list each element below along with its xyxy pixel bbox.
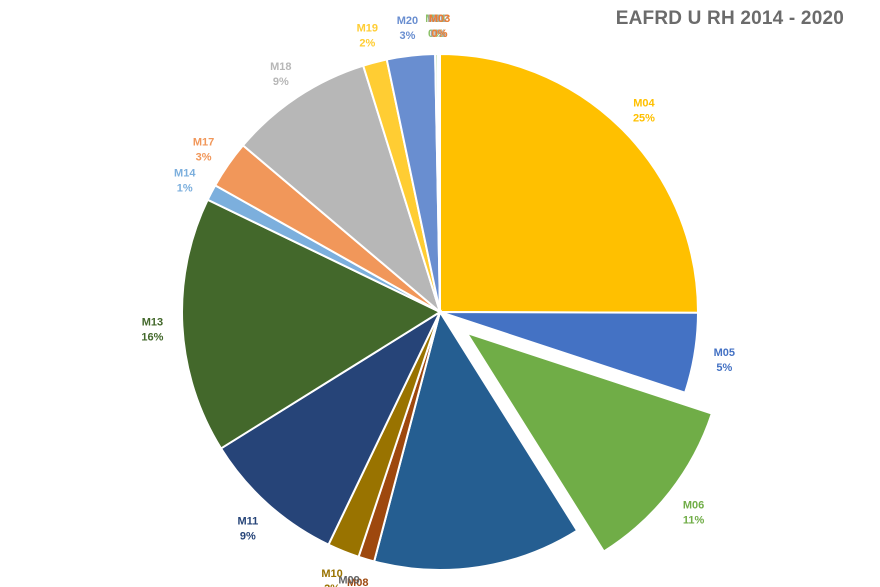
slice-pct-m05: 5%	[716, 362, 732, 374]
slice-pct-m01: 0%	[428, 28, 444, 40]
slice-label-m20: M20	[397, 15, 418, 27]
slice-pct-m10: 2%	[324, 583, 340, 587]
slice-label-m08: M08	[347, 577, 368, 587]
slice-pct-m20: 3%	[399, 30, 415, 42]
slice-label-m13: M13	[142, 316, 163, 328]
slice-label-m17: M17	[193, 137, 214, 149]
slice-pct-m06: 11%	[683, 514, 705, 526]
chart-title: EAFRD U RH 2014 - 2020	[615, 8, 844, 29]
slice-pct-m19: 2%	[359, 37, 375, 49]
slice-label-m14: M14	[174, 168, 196, 180]
pie-slice-m06	[464, 331, 714, 553]
slice-label-m03: M03	[429, 13, 450, 25]
slice-pct-m17: 3%	[196, 152, 212, 164]
slice-pct-m14: 1%	[177, 183, 193, 195]
slice-label-m07: M07	[473, 586, 494, 587]
slice-pct-m03: 0%	[432, 28, 448, 40]
slice-label-m05: M05	[714, 347, 735, 359]
slice-pct-m02: 0%	[430, 28, 446, 40]
slice-label-m04: M04	[633, 98, 655, 110]
pie-slice-m18	[241, 64, 442, 315]
slice-label-m02: M02	[427, 13, 448, 25]
slice-pct-m18: 9%	[273, 76, 289, 88]
slice-label-m18: M18	[270, 61, 291, 73]
pie-slice-m13	[181, 198, 443, 450]
slice-pct-m11: 9%	[240, 531, 256, 543]
pie-slice-m04	[439, 52, 699, 314]
slice-label-m09: M09	[338, 574, 359, 586]
slice-pct-m04: 25%	[633, 113, 655, 125]
slice-label-m19: M19	[357, 22, 378, 34]
pie-slice-m07	[372, 309, 579, 571]
slice-label-m11: M11	[237, 516, 258, 528]
slice-label-m06: M06	[683, 499, 704, 511]
pie-slice-m03	[438, 52, 441, 313]
slice-label-m01: M01	[425, 13, 446, 25]
slice-pct-m13: 16%	[141, 331, 163, 343]
slice-label-m10: M10	[321, 568, 342, 580]
pie-slice-m11	[219, 309, 443, 546]
pie-slice-m05	[439, 311, 700, 394]
